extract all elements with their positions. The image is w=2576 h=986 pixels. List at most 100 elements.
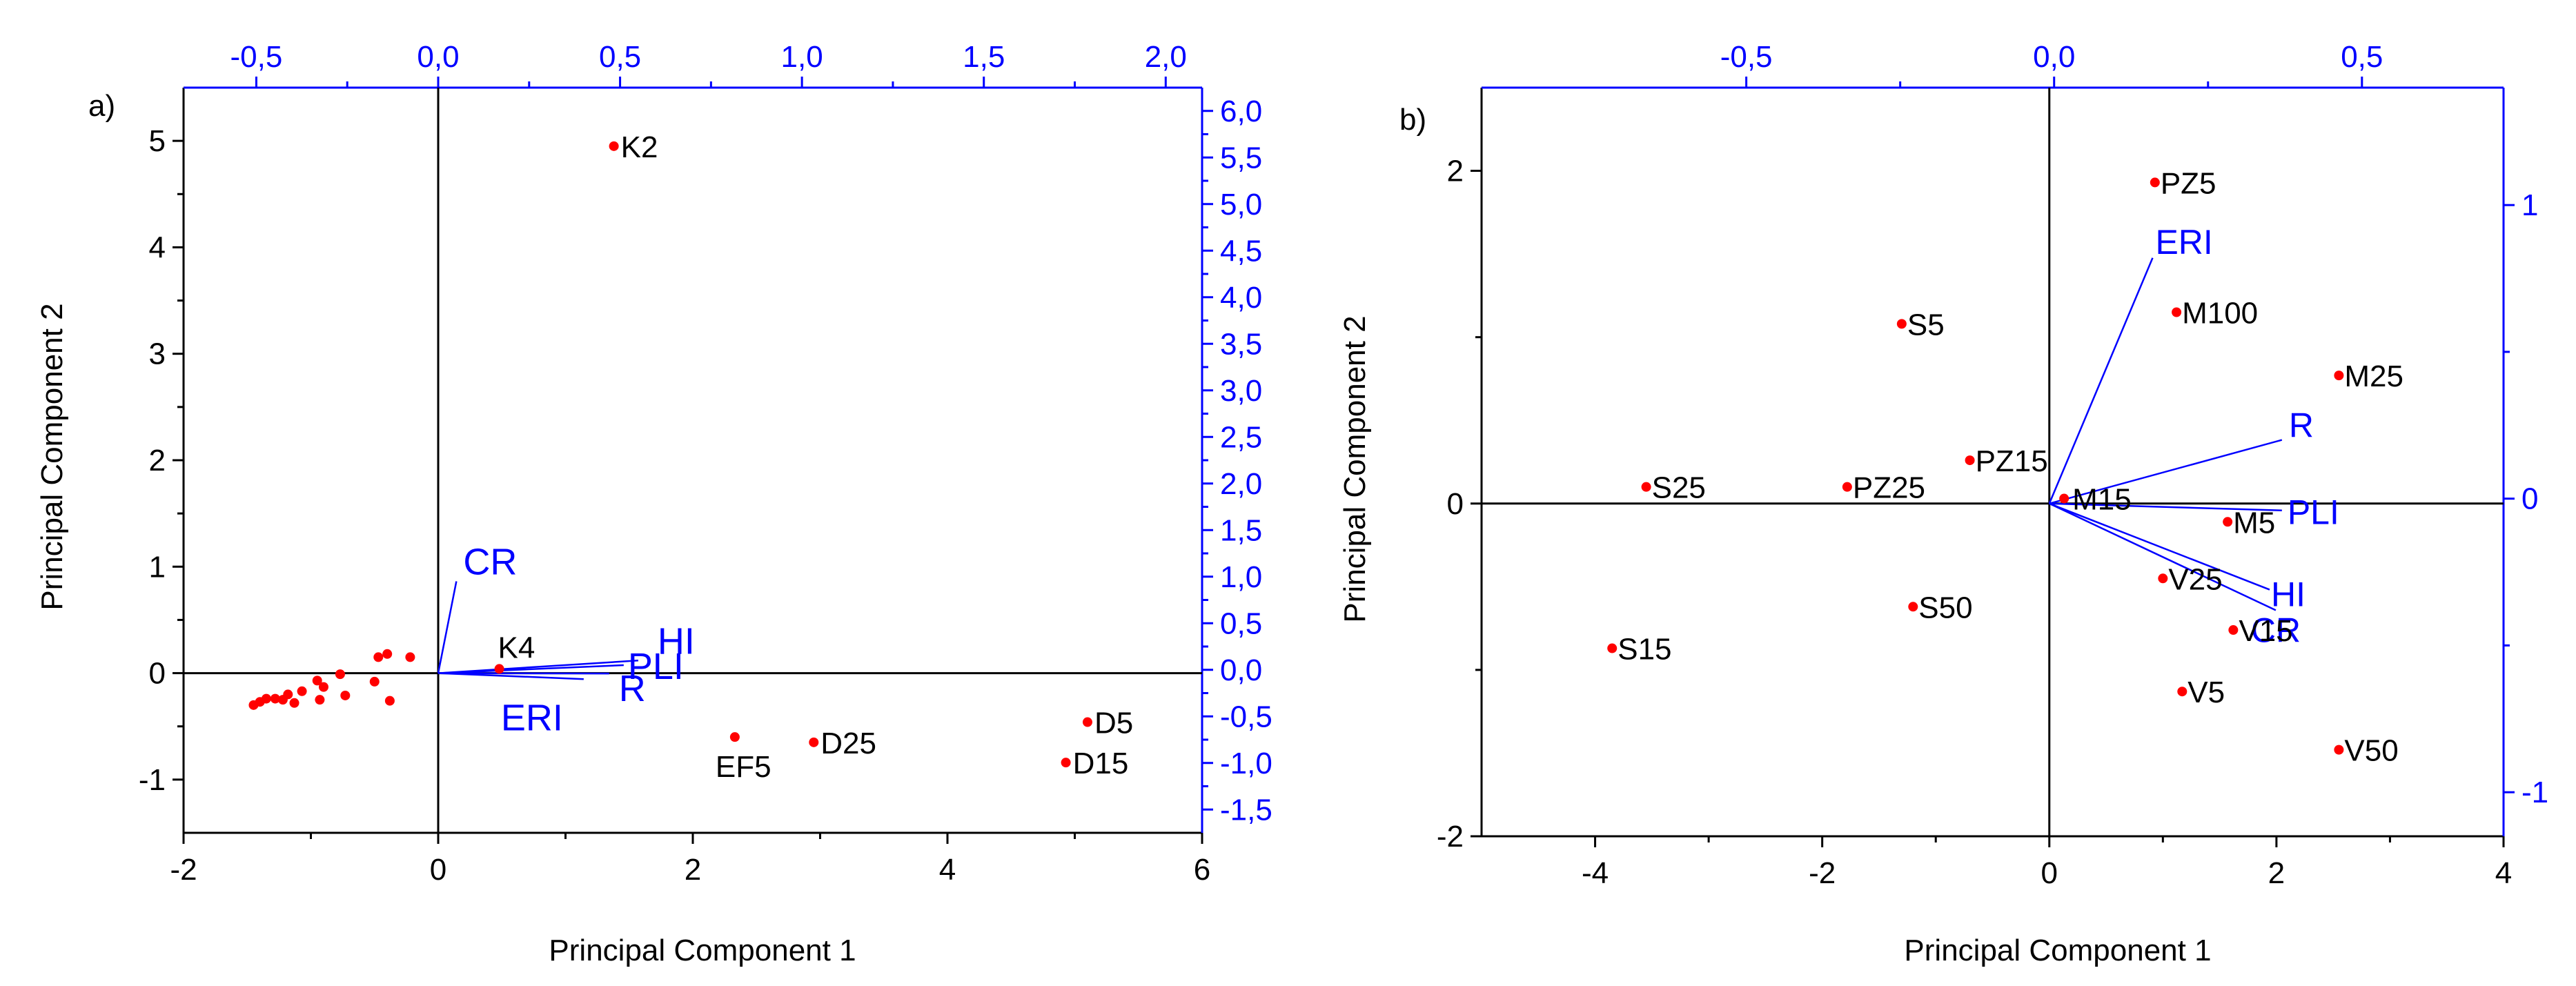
right-tick-label: 1,5 <box>1220 513 1262 547</box>
score-point-k4 <box>494 664 504 674</box>
x-axis-label-a: Principal Component 1 <box>549 934 856 967</box>
top-tick-label: -0,5 <box>1720 40 1773 74</box>
score-label-s25: S25 <box>1652 471 1706 505</box>
score-point <box>335 669 345 680</box>
loading-label-cr: CR <box>463 542 517 583</box>
right-tick-label: -1,5 <box>1220 793 1272 827</box>
right-tick-label: 1 <box>2521 188 2538 222</box>
score-label-s5: S5 <box>1907 308 1945 342</box>
score-point <box>405 652 415 662</box>
score-point-m100 <box>2172 307 2182 317</box>
score-point <box>270 693 280 704</box>
x-tick-label: 6 <box>1194 853 1210 887</box>
score-point-k2 <box>609 141 619 151</box>
score-point <box>384 696 395 706</box>
score-label-d25: D25 <box>820 727 876 760</box>
score-point-pz25 <box>1842 482 1852 492</box>
y-tick-label: -2 <box>1437 820 1464 854</box>
score-point-d5 <box>1082 717 1092 727</box>
right-tick-label: -1 <box>2521 776 2548 809</box>
right-tick-label: -1,0 <box>1220 747 1272 780</box>
score-label-k2: K2 <box>621 130 658 164</box>
x-tick-label: -2 <box>1809 856 1836 890</box>
top-tick-label: 1,5 <box>963 40 1005 74</box>
y-axis-label-a: Principal Component 2 <box>35 303 69 610</box>
score-label-m5: M5 <box>2233 506 2275 540</box>
right-tick-label: 4,0 <box>1220 281 1262 315</box>
score-label-k4: K4 <box>498 631 535 664</box>
loading-label-eri: ERI <box>2155 223 2212 262</box>
x-tick-label: 4 <box>939 853 956 887</box>
panel-label-a: a) <box>88 89 115 123</box>
score-point-s50 <box>1908 602 1918 612</box>
score-point-v15 <box>2228 625 2239 635</box>
y-tick-label: 3 <box>149 337 166 371</box>
y-tick-label: 2 <box>1447 155 1464 188</box>
top-tick-label: 2,0 <box>1145 40 1187 74</box>
score-point <box>340 690 351 700</box>
top-tick-label: 0,5 <box>599 40 641 74</box>
y-tick-label: -1 <box>139 763 166 797</box>
loading-label-r: R <box>619 668 646 709</box>
y-tick-label: 5 <box>149 124 166 158</box>
x-tick-label: 2 <box>685 853 701 887</box>
score-label-pz25: PZ25 <box>1853 471 1925 505</box>
right-tick-label: -0,5 <box>1220 700 1272 733</box>
top-tick-label: 0,0 <box>2033 40 2075 74</box>
score-point <box>315 695 325 705</box>
top-tick-label: 0,5 <box>2341 40 2383 74</box>
panel-label-b: b) <box>1399 103 1426 137</box>
loading-label-hi: HI <box>2271 575 2305 614</box>
y-tick-label: 0 <box>1447 487 1464 521</box>
loading-vector-hi <box>2049 502 2270 591</box>
score-point-ef5 <box>729 732 740 742</box>
loading-vector-r <box>437 672 609 675</box>
right-tick-label: 0 <box>2521 482 2538 516</box>
loading-vector-eri <box>437 672 584 680</box>
score-point-d25 <box>809 737 819 747</box>
score-point-v50 <box>2334 745 2344 755</box>
score-point-s15 <box>1607 643 1618 653</box>
score-label-m100: M100 <box>2182 297 2258 331</box>
score-label-pz15: PZ15 <box>1976 444 2048 478</box>
right-tick-label: 2,5 <box>1220 420 1262 454</box>
loading-vector-cr <box>2049 502 2277 611</box>
x-tick-label: 4 <box>2495 856 2512 890</box>
score-label-v25: V25 <box>2168 562 2222 596</box>
loading-label-eri: ERI <box>501 697 563 738</box>
score-point <box>297 686 307 696</box>
score-label-s15: S15 <box>1618 633 1671 667</box>
score-point-v25 <box>2158 573 2168 584</box>
x-axis-label-b: Principal Component 1 <box>1904 934 2211 967</box>
loading-label-r: R <box>2289 406 2314 445</box>
score-point <box>289 698 299 708</box>
x-tick-label: -4 <box>1582 856 1609 890</box>
score-label-d5: D5 <box>1094 707 1133 740</box>
right-tick-label: 3,0 <box>1220 374 1262 408</box>
right-tick-label: 0,0 <box>1220 653 1262 687</box>
loading-vector-pli <box>2049 502 2282 511</box>
score-point-m25 <box>2334 371 2344 381</box>
score-point <box>373 652 384 662</box>
right-tick-label: 6,0 <box>1220 95 1262 128</box>
biplot-panel-b: b) Principal Component 1 Principal Compo… <box>1338 40 2548 967</box>
x-tick-label: 0 <box>430 853 446 887</box>
score-point-v5 <box>2177 687 2187 697</box>
y-axis-label-b: Principal Component 2 <box>1338 315 1372 622</box>
y-tick-label: 1 <box>149 550 166 584</box>
right-tick-label: 2,0 <box>1220 467 1262 501</box>
score-label-m15: M15 <box>2072 483 2132 517</box>
loading-label-cr: CR <box>2251 611 2301 649</box>
loading-label-hi: HI <box>658 620 695 662</box>
right-tick-label: 5,5 <box>1220 141 1262 175</box>
top-tick-label: 1,0 <box>781 40 823 74</box>
score-point-pz15 <box>1965 455 1975 466</box>
score-point-m5 <box>2223 517 2233 527</box>
score-label-m25: M25 <box>2344 359 2403 393</box>
score-label-v50: V50 <box>2344 734 2398 768</box>
top-tick-label: 0,0 <box>417 40 459 74</box>
loading-label-pli: PLI <box>2288 493 2339 532</box>
score-point-m15 <box>2059 493 2069 504</box>
score-point <box>283 689 293 700</box>
